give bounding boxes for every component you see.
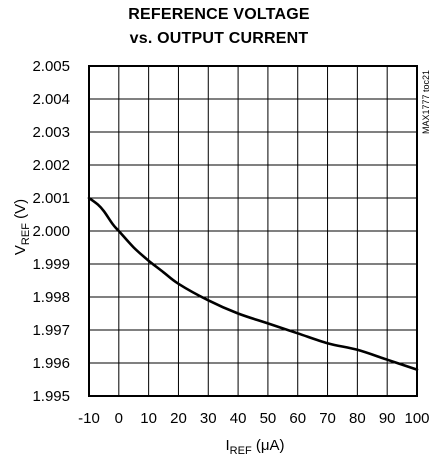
x-tick-label: 50 (260, 410, 277, 427)
y-axis-label-unit: (V) (12, 199, 29, 223)
y-tick-label: 1.995 (32, 388, 70, 405)
x-axis-label-sub: REF (230, 445, 252, 457)
figure-code: MAX1777 toc21 (421, 70, 431, 134)
y-axis-label-main: V (12, 245, 29, 255)
x-tick-label: 20 (170, 410, 187, 427)
y-tick-label: 2.005 (32, 58, 70, 75)
x-tick-label: 30 (200, 410, 217, 427)
x-axis-label: IREF (μA) (226, 437, 285, 457)
y-tick-label: 2.001 (32, 190, 70, 207)
y-tick-label: 2.002 (32, 157, 70, 174)
plot-frame (88, 65, 418, 397)
x-tick-label: 0 (115, 410, 123, 427)
y-tick-label: 1.998 (32, 289, 70, 306)
x-tick-label: -10 (78, 410, 100, 427)
series-line (87, 196, 419, 371)
x-tick-label: 80 (349, 410, 366, 427)
x-tick-label: 70 (319, 410, 336, 427)
y-axis-ticks: 1.995 1.996 1.997 1.998 1.999 2.000 2.001 2.002… (32, 58, 70, 405)
chart-title-line1: REFERENCE VOLTAGE (128, 6, 310, 23)
y-tick-label: 1.999 (32, 256, 70, 273)
x-axis-label-unit: (μA) (252, 437, 285, 454)
x-tick-label: 90 (379, 410, 396, 427)
x-tick-label: 10 (140, 410, 157, 427)
x-axis-label-main: I (226, 437, 230, 454)
y-axis-label-sub: REF (20, 223, 32, 245)
y-tick-label: 1.996 (32, 355, 70, 372)
grid (88, 65, 418, 397)
y-tick-label: 2.003 (32, 124, 70, 141)
y-tick-label: 1.997 (32, 322, 70, 339)
x-tick-label: 100 (404, 410, 429, 427)
x-axis-ticks: -10 0 10 20 30 40 50 60 70 80 90 100 (78, 410, 429, 427)
y-axis-label: VREF (V) (12, 199, 32, 255)
y-tick-label: 2.000 (32, 223, 70, 240)
x-tick-label: 60 (289, 410, 306, 427)
x-tick-label: 40 (230, 410, 247, 427)
chart-title-line2: vs. OUTPUT CURRENT (129, 30, 309, 47)
y-tick-label: 2.004 (32, 91, 70, 108)
